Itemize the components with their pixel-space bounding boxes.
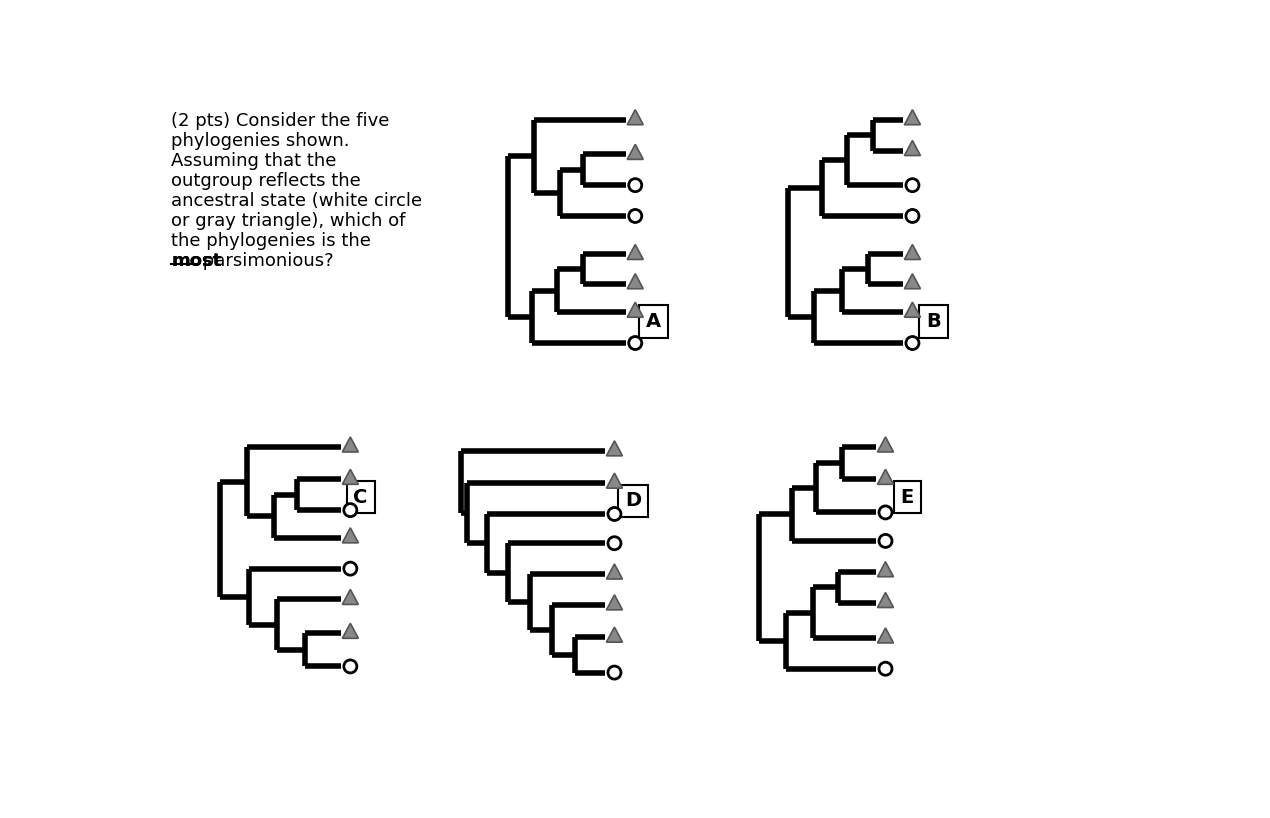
Polygon shape bbox=[904, 110, 921, 124]
Polygon shape bbox=[343, 528, 358, 543]
Text: (2 pts) Consider the five: (2 pts) Consider the five bbox=[171, 112, 390, 130]
Text: A: A bbox=[645, 312, 660, 331]
Polygon shape bbox=[904, 274, 921, 289]
Text: most: most bbox=[171, 252, 221, 270]
Polygon shape bbox=[904, 245, 921, 259]
Circle shape bbox=[906, 178, 919, 191]
Circle shape bbox=[906, 209, 919, 222]
Polygon shape bbox=[607, 441, 622, 456]
Polygon shape bbox=[878, 470, 894, 484]
Polygon shape bbox=[904, 141, 921, 155]
Text: the phylogenies is the: the phylogenies is the bbox=[171, 232, 371, 250]
Polygon shape bbox=[607, 564, 622, 579]
Text: most: most bbox=[171, 252, 221, 270]
Circle shape bbox=[629, 178, 641, 191]
Text: B: B bbox=[926, 312, 941, 331]
Text: C: C bbox=[353, 488, 368, 506]
Text: E: E bbox=[900, 488, 914, 506]
Polygon shape bbox=[627, 274, 643, 289]
Text: phylogenies shown.: phylogenies shown. bbox=[171, 132, 349, 150]
Polygon shape bbox=[627, 302, 643, 317]
Polygon shape bbox=[343, 623, 358, 638]
Circle shape bbox=[879, 663, 892, 675]
Circle shape bbox=[344, 562, 357, 575]
Circle shape bbox=[344, 660, 357, 673]
Text: outgroup reflects the: outgroup reflects the bbox=[171, 172, 361, 190]
Polygon shape bbox=[904, 302, 921, 317]
Circle shape bbox=[344, 504, 357, 517]
Polygon shape bbox=[607, 627, 622, 642]
Text: D: D bbox=[625, 492, 641, 510]
Circle shape bbox=[879, 534, 892, 547]
Circle shape bbox=[906, 336, 919, 349]
Polygon shape bbox=[878, 592, 894, 608]
Polygon shape bbox=[343, 437, 358, 452]
Polygon shape bbox=[878, 562, 894, 577]
Circle shape bbox=[629, 336, 641, 349]
Polygon shape bbox=[343, 470, 358, 484]
Polygon shape bbox=[343, 590, 358, 605]
Circle shape bbox=[608, 537, 621, 550]
Polygon shape bbox=[627, 144, 643, 160]
Text: Assuming that the: Assuming that the bbox=[171, 152, 337, 170]
Polygon shape bbox=[607, 595, 622, 610]
Text: ancestral state (white circle: ancestral state (white circle bbox=[171, 192, 423, 210]
Circle shape bbox=[608, 507, 621, 520]
Circle shape bbox=[629, 209, 641, 222]
Polygon shape bbox=[878, 437, 894, 452]
Circle shape bbox=[879, 506, 892, 519]
Polygon shape bbox=[627, 110, 643, 124]
Text: or gray triangle), which of: or gray triangle), which of bbox=[171, 212, 405, 230]
Circle shape bbox=[608, 666, 621, 679]
Polygon shape bbox=[607, 473, 622, 488]
Polygon shape bbox=[627, 245, 643, 259]
Text: parsimonious?: parsimonious? bbox=[197, 252, 334, 270]
Polygon shape bbox=[878, 628, 894, 643]
